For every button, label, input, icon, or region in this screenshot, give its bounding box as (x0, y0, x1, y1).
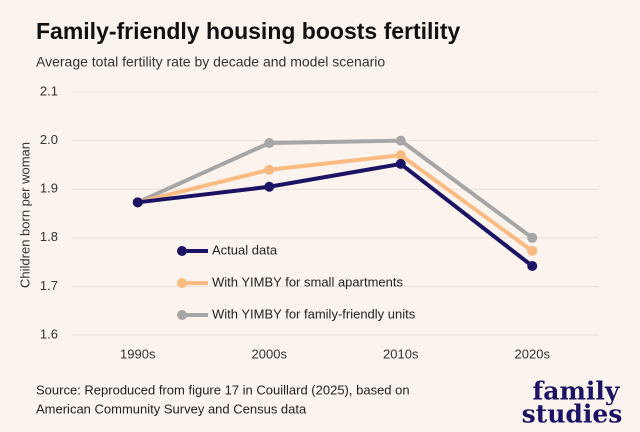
series-line (136, 138, 534, 240)
legend-swatch (177, 246, 187, 256)
legend-label: With YIMBY for small apartments (212, 274, 403, 289)
y-tick-label: 1.7 (40, 278, 58, 293)
x-tick-label: 1990s (120, 346, 156, 361)
y-tick-label: 2.0 (40, 132, 58, 147)
source: Source: Reproduced from figure 17 in Cou… (36, 382, 410, 397)
data-point (527, 260, 538, 271)
legend-label: Actual data (212, 242, 278, 257)
series-line (137, 153, 534, 253)
logo: family (533, 377, 621, 406)
data-point (527, 245, 538, 256)
data-point (395, 135, 406, 146)
chart-subtitle: Average total fertility rate by decade a… (36, 54, 385, 70)
y-tick-label: 1.9 (40, 181, 58, 196)
data-point (264, 164, 275, 175)
logo: studies (522, 400, 623, 429)
x-tick-label: 2020s (515, 346, 551, 361)
data-point (264, 181, 275, 192)
y-tick-label: 2.1 (40, 83, 58, 98)
y-tick-label: 1.6 (40, 326, 58, 341)
legend-swatch (177, 310, 187, 320)
legend-swatch (177, 278, 187, 288)
x-tick-label: 2000s (252, 346, 288, 361)
chart-title: Family-friendly housing boosts fertility (36, 18, 460, 44)
data-point (132, 197, 143, 208)
x-tick-label: 2010s (383, 346, 419, 361)
series-line (137, 161, 534, 268)
data-point (527, 232, 538, 243)
y-tick-label: 1.8 (40, 229, 58, 244)
legend-label: With YIMBY for family-friendly units (212, 306, 416, 321)
data-point (395, 150, 406, 161)
data-point (264, 138, 275, 149)
source: American Community Survey and Census dat… (36, 401, 307, 416)
y-axis-label: Children born per woman (17, 142, 32, 288)
data-point (395, 158, 406, 169)
